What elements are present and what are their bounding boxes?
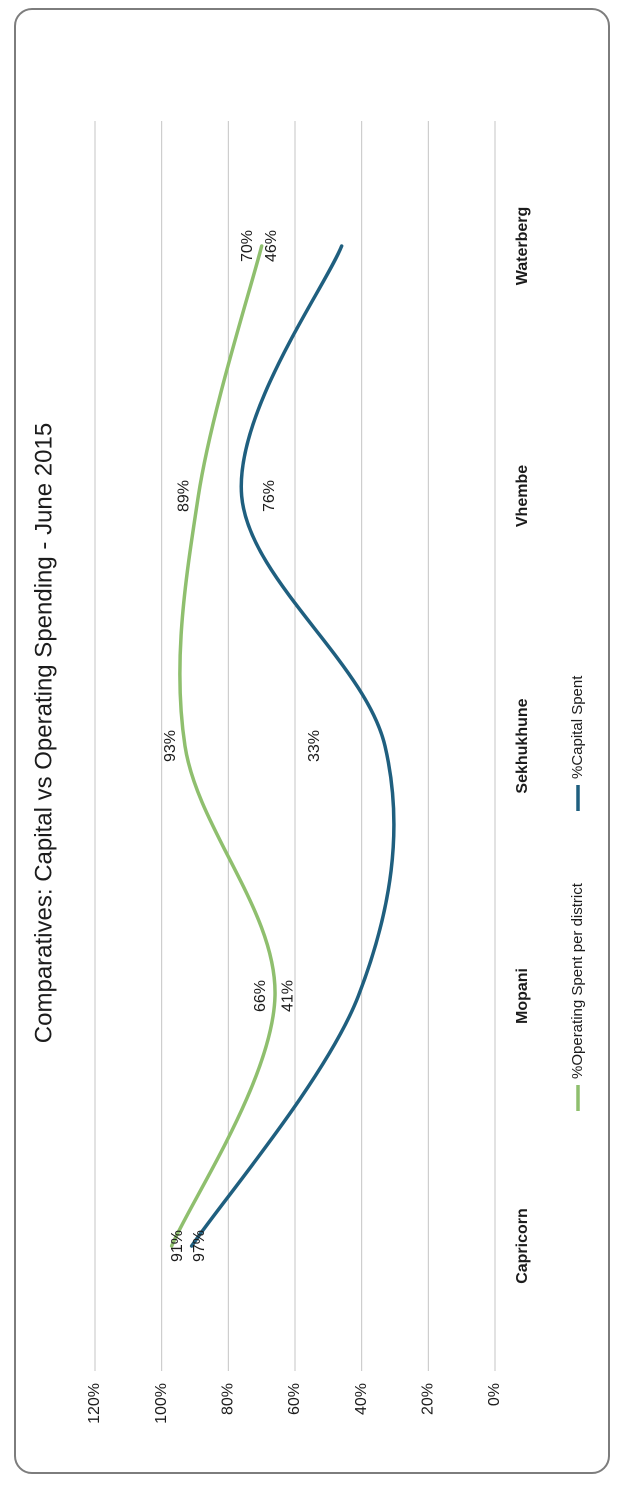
data-label: 76% [261, 480, 278, 512]
x-tick-label: Vhembe [514, 465, 531, 527]
legend-label: %Operating Spent per district [569, 882, 586, 1079]
data-label: 97% [191, 1230, 208, 1262]
y-tick-label: 100% [153, 1383, 170, 1424]
x-tick-label: Waterberg [514, 207, 531, 286]
data-label: 91% [169, 1230, 186, 1262]
x-tick-label: Capricorn [514, 1208, 531, 1284]
y-tick-label: 60% [286, 1383, 303, 1415]
y-axis-ticks: 0% 20% 40% 60% 80% 100% 120% [86, 1383, 503, 1424]
y-tick-label: 120% [86, 1383, 103, 1424]
data-label: 89% [176, 480, 193, 512]
series-lines [169, 244, 396, 1248]
y-tick-label: 80% [220, 1383, 237, 1415]
x-tick-label: Sekhukhune [514, 698, 531, 793]
x-tick-label: Mopani [514, 968, 531, 1024]
series-line [169, 244, 277, 1248]
y-tick-label: 0% [486, 1383, 503, 1406]
data-label: 70% [239, 230, 256, 262]
legend: %Operating Spent per district %Capital Sp… [569, 675, 586, 1111]
data-label: 41% [280, 980, 297, 1012]
chart-title: Comparatives: Capital vs Operating Spend… [30, 423, 57, 1043]
chart-frame [14, 8, 610, 1474]
y-tick-label: 20% [420, 1383, 437, 1415]
x-axis-ticks: Capricorn Mopani Sekhukhune Vhembe Waterberg [514, 207, 531, 1284]
data-labels: 97% 66% 93% 89% 70% 91% 41% 33% 76% 46% [162, 230, 323, 1262]
legend-label: %Capital Spent [569, 675, 586, 779]
series-line [189, 244, 396, 1248]
data-label: 33% [306, 730, 323, 762]
y-tick-label: 40% [353, 1383, 370, 1415]
gridlines [94, 121, 496, 1371]
data-label: 46% [263, 230, 280, 262]
data-label: 93% [162, 730, 179, 762]
data-label: 66% [252, 980, 269, 1012]
